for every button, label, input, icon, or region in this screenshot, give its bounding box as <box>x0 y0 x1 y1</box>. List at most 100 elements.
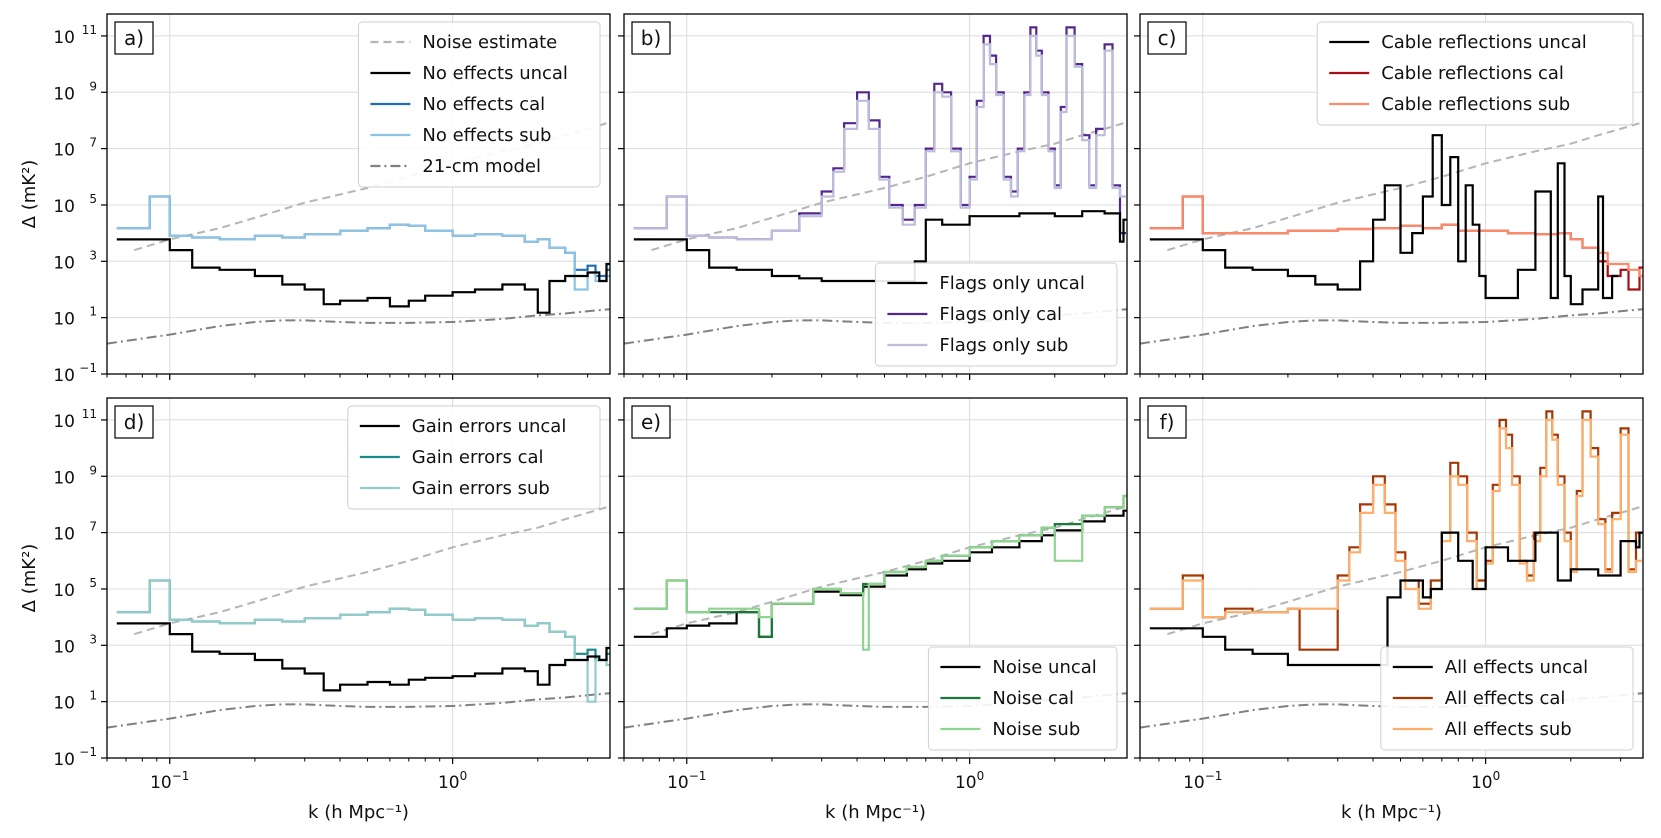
legend: All effects uncal All effects cal All effe… <box>1380 646 1634 751</box>
plot-frame <box>623 13 1128 375</box>
panel-letter: c) <box>1147 21 1187 55</box>
legend-box <box>1316 21 1634 126</box>
series-line-uncal <box>116 238 610 314</box>
panel-letter: d) <box>114 405 154 439</box>
ticks <box>101 35 589 380</box>
series-line-model <box>107 308 610 345</box>
series-line-noise <box>134 506 607 636</box>
panel-letter: a) <box>114 21 154 55</box>
legend-label: Cable reflections sub <box>1381 94 1570 115</box>
x-tick-label: 100 <box>438 769 467 793</box>
series-group <box>624 494 1127 729</box>
legend-label: Flags only cal <box>939 304 1062 325</box>
legend: Flags only uncal Flags only cal Flags only… <box>874 262 1118 367</box>
series-line-noise <box>1167 122 1640 252</box>
legend-label: All effects cal <box>1445 688 1566 709</box>
y-tick-label: 10 9 <box>53 79 97 104</box>
series-line-noise <box>1167 506 1640 636</box>
legend-label: All effects uncal <box>1445 657 1588 678</box>
ticks <box>1134 419 1622 764</box>
y-tick-label: 10 3 <box>53 632 97 657</box>
y-axis-label: Δ (mK²) <box>19 160 40 229</box>
series-line-noise <box>651 506 1124 636</box>
y-tick-label: 10 7 <box>53 520 97 545</box>
ticks <box>618 419 1106 764</box>
x-axis-label: k (h Mpc⁻¹) <box>308 802 409 823</box>
plot-frame <box>106 397 611 759</box>
legend-label: Gain errors cal <box>412 447 544 468</box>
series-line-uncal <box>1149 134 1619 306</box>
panel-d: 10−1 100 k (h Mpc⁻¹) 10 −1 10 1 10 3 10 5 10 7 10 9 10 1… <box>19 397 611 823</box>
legend-label: No effects uncal <box>422 63 568 84</box>
legend-label: Flags only uncal <box>939 273 1084 294</box>
legend-label: Gain errors sub <box>412 478 550 499</box>
y-tick-label: 10 9 <box>53 463 97 488</box>
plot-frame <box>106 13 611 375</box>
ticks <box>101 419 589 764</box>
legend-label: No effects cal <box>422 94 545 115</box>
series-line-model <box>624 692 1127 729</box>
plot-frame <box>1139 397 1644 759</box>
series-line-sub <box>116 195 610 291</box>
legend-label: All effects sub <box>1445 719 1572 740</box>
panel-letter: f) <box>1147 405 1187 439</box>
x-tick-label: 10−1 <box>1183 769 1222 793</box>
legend-label: Flags only sub <box>939 335 1068 356</box>
x-axis-label: k (h Mpc⁻¹) <box>825 802 926 823</box>
x-tick-label: 100 <box>955 769 984 793</box>
legend-box <box>874 262 1118 367</box>
plot-frame <box>623 397 1128 759</box>
series-line-sub <box>633 494 1127 651</box>
series-line-sub <box>1149 418 1642 619</box>
svg-text:a): a) <box>124 26 144 50</box>
y-tick-label: 10 −1 <box>53 745 97 770</box>
y-axis-label: Δ (mK²) <box>19 544 40 613</box>
series-line-cal <box>633 494 1127 638</box>
legend-box <box>347 405 601 510</box>
y-tick-label: 10 5 <box>53 576 97 601</box>
legend-box <box>927 646 1118 751</box>
x-tick-label: 10−1 <box>150 769 189 793</box>
svg-text:c): c) <box>1158 26 1177 50</box>
legend-label: Cable reflections cal <box>1381 63 1564 84</box>
panel-e: 10−1 100 k (h Mpc⁻¹) e) Noise uncal Noise cal… <box>618 397 1128 823</box>
y-tick-label: 10 5 <box>53 192 97 217</box>
y-tick-label: 10 11 <box>53 407 97 432</box>
series-group <box>107 506 610 729</box>
legend-label: Noise uncal <box>992 657 1096 678</box>
y-tick-label: 10 1 <box>53 689 97 714</box>
legend-label: Noise estimate <box>422 32 557 53</box>
legend-label: Cable reflections uncal <box>1381 32 1587 53</box>
panel-c: c) Cable reflections uncal Cable reflectio… <box>1134 13 1644 380</box>
series-line-uncal <box>633 210 1127 283</box>
y-tick-label: 10 3 <box>53 248 97 273</box>
svg-text:d): d) <box>124 410 145 434</box>
series-line-uncal <box>116 622 610 692</box>
x-tick-label: 10−1 <box>667 769 706 793</box>
series-group <box>1140 122 1643 345</box>
svg-text:e): e) <box>641 410 661 434</box>
series-line-model <box>107 692 610 729</box>
series-line-uncal <box>1149 531 1643 667</box>
x-tick-label: 100 <box>1471 769 1500 793</box>
legend-box <box>357 21 601 188</box>
y-tick-label: 10 11 <box>53 23 97 48</box>
svg-text:b): b) <box>641 26 662 50</box>
svg-text:f): f) <box>1160 410 1175 434</box>
series-line-sub <box>633 34 1126 241</box>
legend-label: 21-cm model <box>422 156 541 177</box>
series-line-noise <box>651 122 1124 252</box>
y-tick-label: 10 7 <box>53 136 97 161</box>
series-line-sub <box>1149 195 1643 278</box>
legend-label: Noise sub <box>992 719 1080 740</box>
legend-box <box>1380 646 1634 751</box>
legend: Noise uncal Noise cal Noise sub <box>927 646 1118 751</box>
panel-letter: e) <box>631 405 671 439</box>
series-line-sub <box>116 579 610 703</box>
ticks <box>618 35 1106 380</box>
legend-label: Noise cal <box>992 688 1074 709</box>
